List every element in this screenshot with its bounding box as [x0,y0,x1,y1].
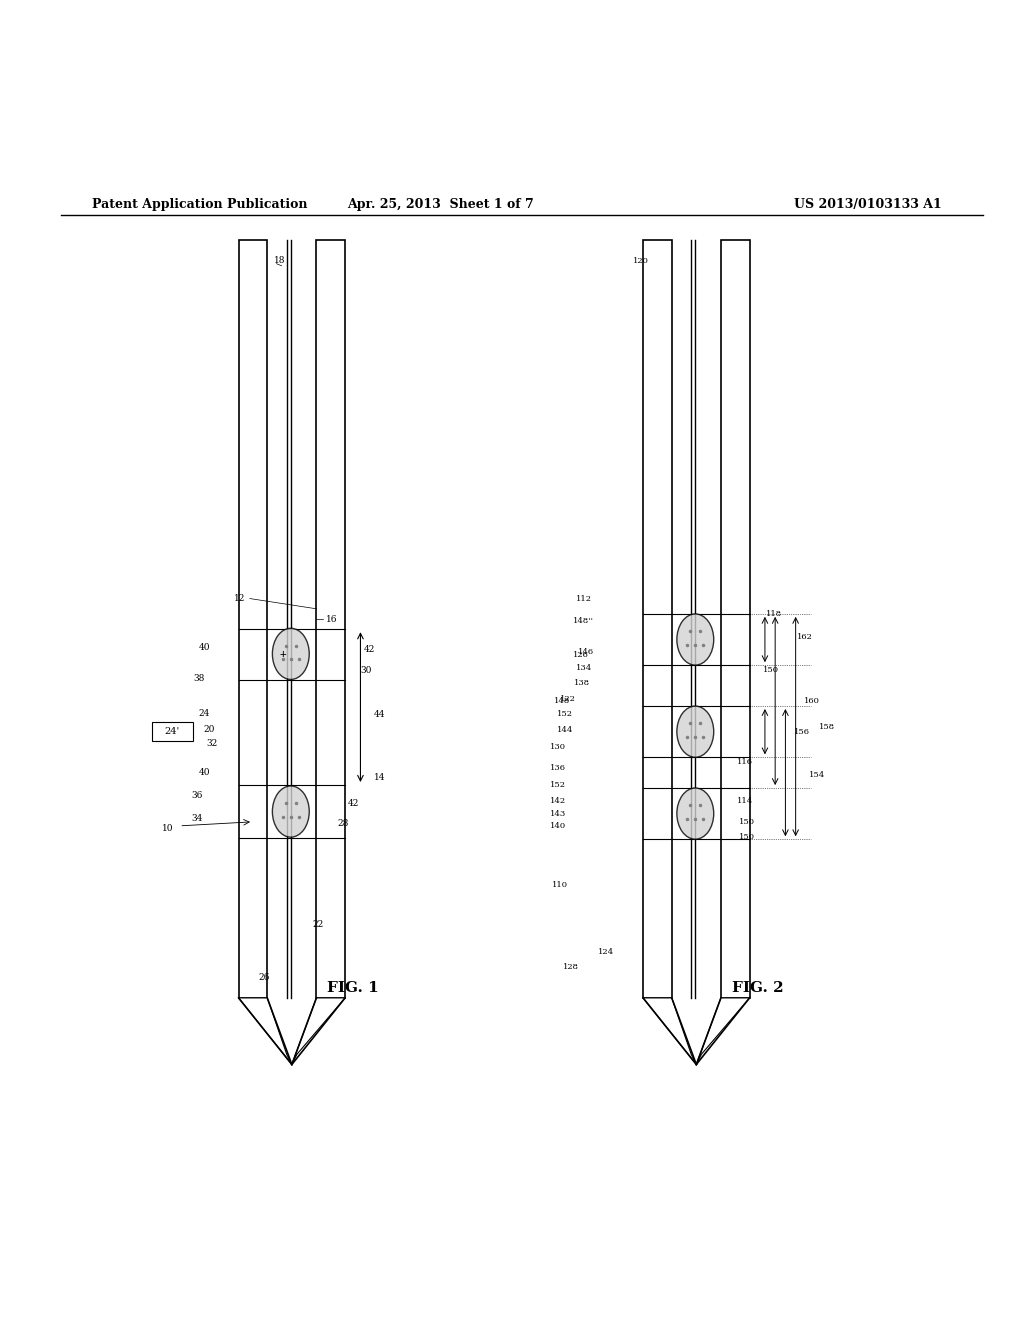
Text: 10: 10 [162,825,173,833]
Text: 114: 114 [737,797,754,805]
Text: Apr. 25, 2013  Sheet 1 of 7: Apr. 25, 2013 Sheet 1 of 7 [347,198,534,211]
Text: 142: 142 [550,797,566,805]
Text: 28: 28 [338,820,349,829]
Bar [643,240,672,998]
Text: 116: 116 [737,759,754,767]
Text: +: + [280,649,286,659]
Text: 26: 26 [258,973,269,982]
Bar [643,240,672,998]
Text: 162: 162 [797,634,813,642]
Text: 30: 30 [360,665,372,675]
Text: 150: 150 [763,667,779,675]
Bar [239,240,267,998]
Text: 112: 112 [575,594,592,602]
Bar [721,240,750,998]
Text: 134: 134 [575,664,592,672]
Text: 138: 138 [573,678,590,686]
Text: Patent Application Publication: Patent Application Publication [92,198,307,211]
Polygon shape [696,998,750,1064]
Text: 32: 32 [207,739,218,748]
Text: 42: 42 [364,645,375,655]
Bar [721,240,750,998]
Text: 148'': 148'' [572,616,594,626]
Text: 12: 12 [234,594,246,603]
Text: 143: 143 [550,809,566,817]
Text: FIG. 2: FIG. 2 [732,981,783,995]
Text: 38: 38 [194,675,205,682]
Text: 152: 152 [550,781,566,789]
Text: 128: 128 [562,964,579,972]
Text: 40: 40 [199,768,210,777]
Text: 160: 160 [804,697,820,705]
Polygon shape [292,998,345,1064]
Bar [152,722,193,741]
Text: 34: 34 [191,814,203,824]
Text: FIG. 1: FIG. 1 [328,981,379,995]
Ellipse shape [677,614,714,665]
Bar [316,240,345,998]
Text: 140: 140 [550,822,566,830]
Text: 122: 122 [559,694,575,704]
Text: 130: 130 [550,743,566,751]
Text: 158: 158 [819,722,836,730]
Text: 150: 150 [739,818,756,826]
Text: 24: 24 [199,709,210,718]
Text: 40: 40 [199,643,210,652]
Text: 110: 110 [552,882,568,890]
Ellipse shape [272,628,309,680]
Text: 152: 152 [557,710,573,718]
Text: 136: 136 [550,763,566,771]
Text: 124: 124 [598,948,614,956]
Text: 154: 154 [809,771,825,779]
Text: 24': 24' [165,727,179,737]
Ellipse shape [677,788,714,840]
Text: 14: 14 [374,774,385,783]
Bar [316,240,345,998]
Text: 144: 144 [557,726,573,734]
Text: 150: 150 [739,833,756,841]
Text: US 2013/0103133 A1: US 2013/0103133 A1 [795,198,942,211]
Text: 16: 16 [326,615,337,623]
Ellipse shape [272,785,309,837]
Text: 146: 146 [578,648,594,656]
Ellipse shape [677,706,714,758]
Text: 42: 42 [348,799,359,808]
Polygon shape [239,998,292,1064]
Bar [239,240,267,998]
Text: 36: 36 [191,791,203,800]
Text: 118: 118 [766,610,782,618]
Text: 20: 20 [204,725,215,734]
Text: 120: 120 [633,256,649,264]
Text: 18: 18 [274,256,286,265]
Text: 148: 148 [554,697,570,705]
Text: 22: 22 [312,920,324,929]
Text: 156: 156 [794,727,810,735]
Text: 44: 44 [374,710,385,719]
Polygon shape [643,998,696,1064]
Text: 126: 126 [572,651,589,659]
